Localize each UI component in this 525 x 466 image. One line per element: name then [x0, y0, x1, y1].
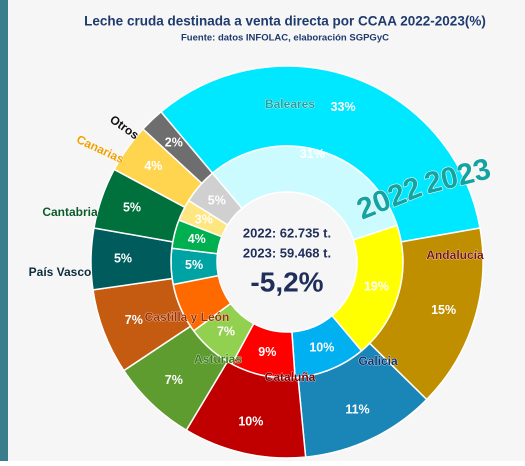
value-label: 10%	[309, 341, 334, 355]
value-label: 10%	[238, 414, 263, 428]
value-label: 4%	[188, 232, 206, 246]
value-label: 7%	[125, 313, 143, 327]
value-label: 4%	[144, 159, 162, 173]
slice	[159, 65, 481, 243]
rings	[90, 65, 484, 459]
side-bar	[0, 0, 8, 461]
slice	[141, 110, 214, 185]
center-text: 2022: 62.735 t.	[243, 225, 331, 240]
category-label: Cantabria	[42, 205, 98, 219]
center-text: 2023: 59.468 t.	[243, 245, 331, 260]
value-label: 3%	[195, 213, 213, 227]
category-label: Baleares	[265, 97, 315, 111]
value-label: 9%	[258, 345, 276, 359]
value-label: 15%	[431, 303, 456, 317]
value-label: 5%	[123, 201, 141, 215]
category-label: Cataluña	[265, 370, 316, 384]
value-label: 5%	[185, 258, 203, 272]
value-label: 7%	[165, 373, 183, 387]
value-label: 2%	[165, 136, 183, 150]
change-text: -5,2%	[250, 266, 323, 297]
category-label: Castilla y León	[145, 310, 230, 324]
chart-title: Leche cruda destinada a venta directa po…	[84, 14, 486, 29]
chart-subtitle: Fuente: datos INFOLAC, elaboración SGPGy…	[181, 33, 389, 44]
value-label: 11%	[345, 402, 369, 416]
category-label: Andalucía	[426, 248, 484, 262]
category-label: País Vasco	[29, 265, 92, 279]
value-label: 7%	[217, 324, 235, 338]
value-label: 19%	[364, 280, 389, 294]
value-label: 5%	[208, 193, 226, 207]
category-label: Asturias	[194, 352, 242, 366]
value-label: 31%	[300, 147, 325, 161]
value-label: 33%	[331, 100, 356, 114]
value-label: 5%	[114, 252, 132, 266]
category-label: Galicia	[358, 354, 398, 368]
